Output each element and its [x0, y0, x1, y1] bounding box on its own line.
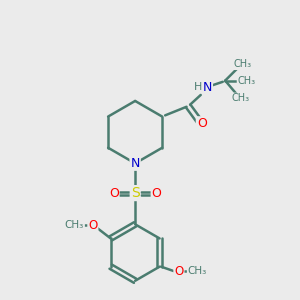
Text: O: O	[88, 218, 98, 232]
Text: O: O	[109, 187, 119, 200]
Text: CH₃: CH₃	[232, 93, 250, 103]
Text: S: S	[131, 186, 140, 200]
Text: CH₃: CH₃	[238, 76, 256, 85]
Text: H: H	[194, 82, 202, 92]
Text: N: N	[203, 81, 212, 94]
Text: O: O	[197, 117, 207, 130]
Text: CH₃: CH₃	[188, 266, 207, 276]
Text: O: O	[152, 187, 161, 200]
Text: N: N	[130, 157, 140, 170]
Text: O: O	[174, 265, 184, 278]
Text: CH₃: CH₃	[234, 59, 252, 69]
Text: CH₃: CH₃	[65, 220, 84, 230]
